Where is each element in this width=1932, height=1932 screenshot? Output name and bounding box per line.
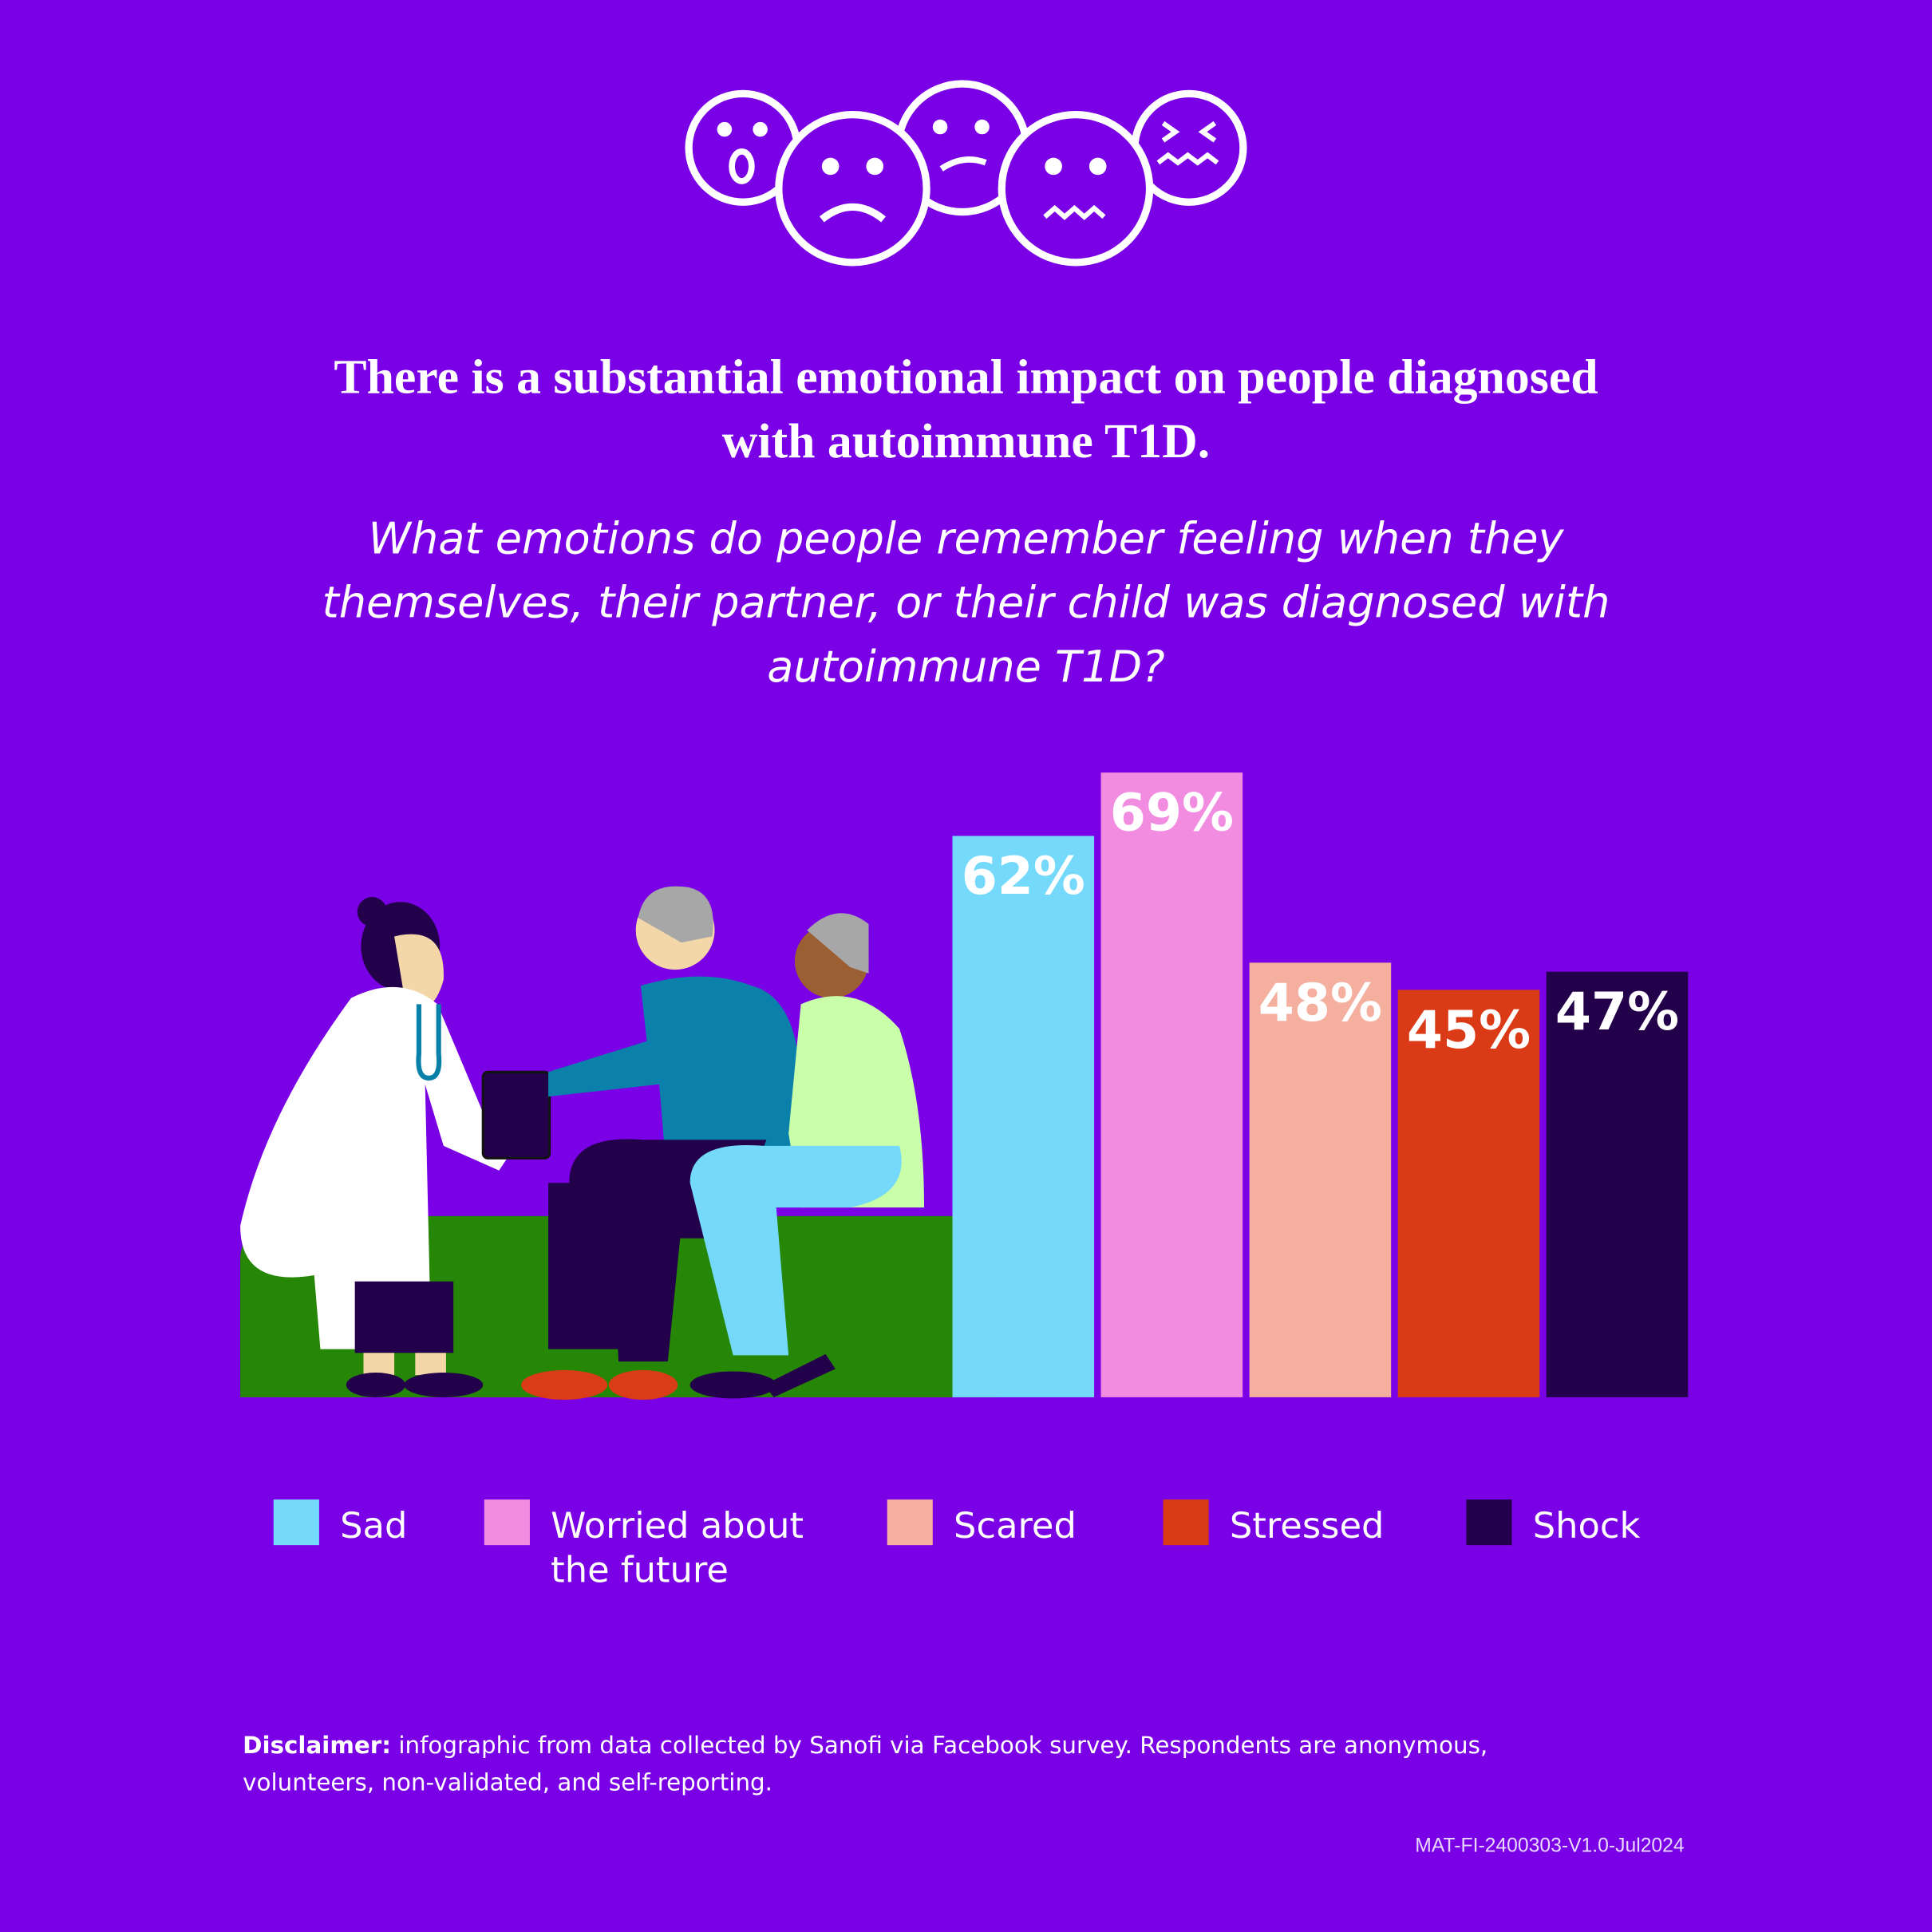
bar (1249, 962, 1392, 1397)
bar (952, 836, 1095, 1397)
value-label: 45% (1407, 1001, 1531, 1061)
chart-title: There is a substantial emotional impact … (334, 348, 1598, 468)
disclaimer-label: Disclaimer: (243, 1732, 392, 1760)
bar (1397, 990, 1540, 1397)
bar (1546, 971, 1689, 1397)
legend-label: Worried about the future (551, 1504, 804, 1591)
disclaimer-text: infographic from data collected by Sanof… (243, 1732, 1488, 1797)
bar (1100, 772, 1243, 1397)
legend-swatch (1163, 1499, 1209, 1546)
reference-code: MAT-FI-2400303-V1.0-Jul2024 (1415, 1835, 1685, 1857)
legend-swatch (273, 1499, 319, 1546)
disclaimer: Disclaimer: infographic from data collec… (243, 1728, 1622, 1802)
chart-subtitle: What emotions do people remember feeling… (322, 515, 1610, 693)
emotion-faces (685, 80, 1247, 267)
legend-swatch (1466, 1499, 1512, 1546)
legend-label: Scared (954, 1504, 1077, 1547)
value-label: 48% (1258, 974, 1382, 1033)
legend-label: Shock (1533, 1504, 1641, 1547)
legend-swatch (887, 1499, 933, 1546)
legend-label: Stressed (1230, 1504, 1385, 1547)
legend-swatch (484, 1499, 530, 1546)
value-label: 69% (1110, 784, 1234, 844)
value-label: 47% (1555, 982, 1679, 1042)
value-label: 62% (962, 847, 1085, 907)
illustration (240, 886, 998, 1400)
legend-label: Sad (340, 1504, 407, 1547)
